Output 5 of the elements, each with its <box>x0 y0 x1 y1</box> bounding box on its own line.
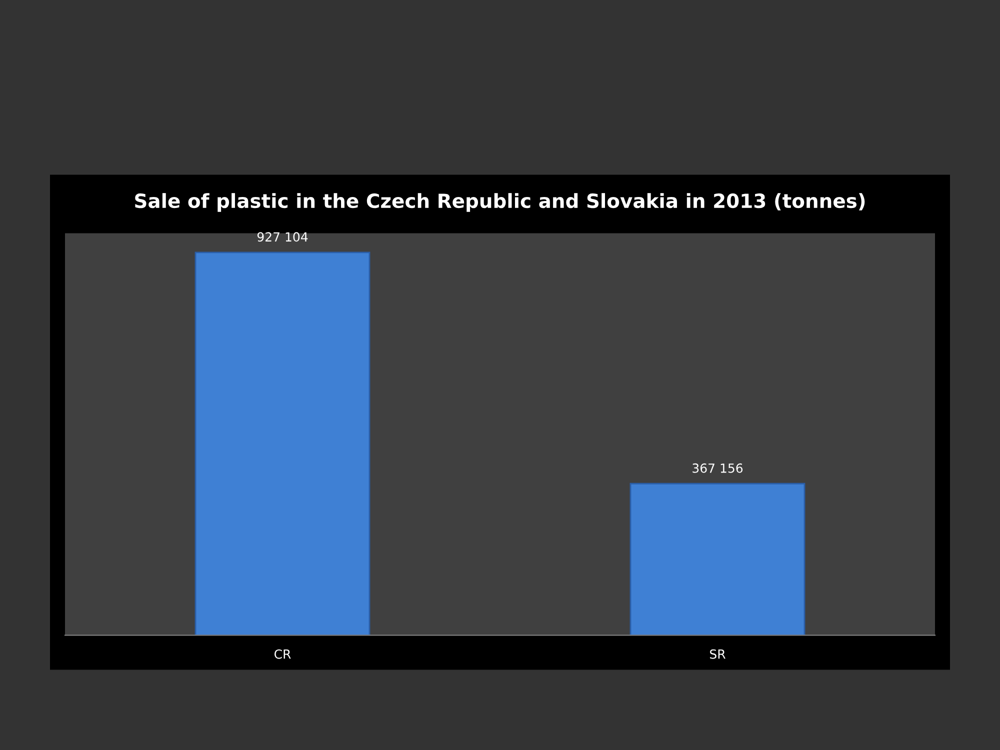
x-tick-label: CR <box>274 649 291 659</box>
chart-title: Sale of plastic in the Czech Republic and Slovakia in 2013 (tonnes) <box>135 193 865 212</box>
data-label: 367 156 <box>692 463 743 473</box>
data-label: 927 104 <box>257 232 308 242</box>
x-tick-label: SR <box>710 649 726 659</box>
